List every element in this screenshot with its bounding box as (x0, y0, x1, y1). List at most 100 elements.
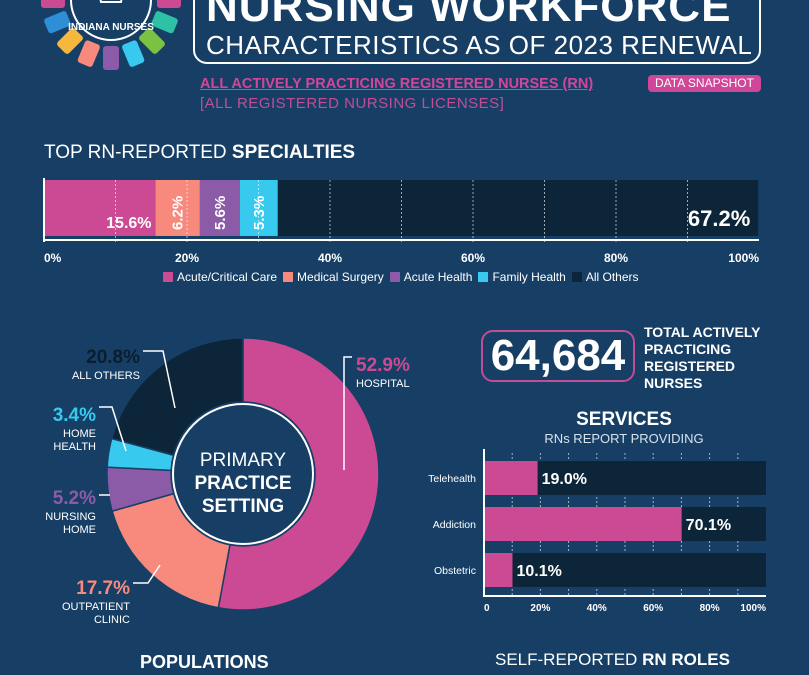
legend-swatch (283, 272, 294, 282)
page-subtitle: CHARACTERISTICS AS OF 2023 RENEWAL (206, 30, 753, 60)
donut-center-text: SETTING (202, 496, 284, 517)
title-box (193, 0, 761, 64)
services-subtitle: RNs REPORT PROVIDING (544, 431, 704, 446)
specialty-data-label: 15.6% (106, 215, 151, 232)
services-data-label: 70.1% (686, 517, 731, 534)
donut-leader-line (99, 406, 127, 452)
legend-label: Medical Surgery (297, 270, 384, 284)
total-rn-count: 64,684 (481, 330, 635, 382)
services-bar-track (484, 553, 766, 587)
total-label-line: NURSES (644, 375, 703, 391)
logo-petal (44, 11, 71, 34)
donut-value-label: 3.4% (53, 405, 96, 426)
donut-value-label: 20.8% (86, 347, 140, 368)
donut-category-label: HOME (63, 428, 96, 440)
services-tick-label: 60% (643, 603, 663, 614)
services-category-label: Addiction (433, 519, 476, 531)
donut-value-label: 5.2% (53, 488, 96, 509)
services-tick-label: 20% (530, 603, 550, 614)
services-data-label: 10.1% (516, 563, 561, 580)
specialty-tick-label: 60% (461, 251, 485, 265)
legend-item: Acute Health (389, 270, 473, 284)
services-bar (484, 553, 513, 587)
services-tick-label: 0 (484, 603, 490, 614)
services-tick-label: 40% (587, 603, 607, 614)
legend-label: Family Health (492, 270, 566, 284)
donut-slice (217, 337, 380, 611)
total-label-line: TOTAL ACTIVELY (644, 324, 761, 340)
data-snapshot-badge: DATA SNAPSHOT (648, 75, 761, 92)
donut-center-text: PRIMARY (200, 450, 287, 471)
logo-petal (103, 46, 119, 70)
specialties-legend: Acute/Critical Care Medical Surgery Acute … (163, 270, 645, 284)
logo-petal (77, 40, 100, 67)
specialty-tick-label: 40% (318, 251, 342, 265)
specialty-data-label: 6.2% (170, 196, 187, 230)
population-line: ALL ACTIVELY PRACTICING REGISTERED NURSE… (200, 76, 594, 92)
logo-petal (151, 11, 178, 34)
specialty-bar-segment (277, 180, 759, 236)
logo-text: INDIANA NURSES (68, 22, 154, 33)
specialties-chart: 15.6% 6.2% 5.6% 5.3% 67.2% 0% 20% 40% 60% 80% 100% (43, 178, 759, 265)
logo-petal (41, 0, 65, 8)
specialty-tick-label: 100% (728, 251, 759, 265)
specialties-title-prefix: TOP RN-REPORTED (44, 142, 232, 163)
donut-category-label: HOME (63, 524, 96, 536)
rn-roles-title-prefix: SELF-REPORTED (495, 650, 643, 669)
total-label-line: PRACTICING (644, 341, 732, 357)
specialty-tick-label: 20% (175, 251, 199, 265)
services-data-label: 19.0% (542, 471, 587, 488)
populations-title: POPULATIONS (140, 652, 269, 672)
page-title: NURSING WORKFORCE (206, 0, 732, 31)
donut-category-label: HOSPITAL (356, 378, 410, 390)
logo-petal (57, 28, 83, 54)
logo-petal (139, 28, 165, 54)
specialty-data-label: 67.2% (688, 206, 750, 231)
licenses-line: [ALL REGISTERED NURSING LICENSES] (200, 95, 505, 112)
specialty-tick-label: 80% (604, 251, 628, 265)
rn-roles-title: SELF-REPORTED RN ROLES (495, 650, 730, 670)
total-label-line: REGISTERED (644, 358, 736, 374)
legend-label: All Others (585, 270, 639, 284)
donut-leader-line (133, 564, 161, 584)
donut-slice (110, 337, 244, 457)
legend-item: Family Health (478, 270, 566, 284)
indiana-nurses-logo: INDIANA NURSES (41, 0, 181, 70)
logo-petal (157, 0, 181, 8)
legend-item: Medical Surgery (283, 270, 384, 284)
donut-category-label: ALL OTHERS (72, 370, 140, 382)
donut-category-label: OUTPATIENT (62, 601, 130, 613)
donut-center-text: PRACTICE (194, 473, 291, 494)
donut-category-label: CLINIC (94, 614, 130, 626)
specialty-data-label: 5.6% (212, 196, 229, 230)
specialty-tick-label: 0% (44, 251, 62, 265)
legend-label: Acute Health (403, 270, 473, 284)
legend-swatch (163, 272, 173, 282)
total-rn-label: TOTAL ACTIVELY PRACTICING REGISTERED NUR… (644, 324, 760, 392)
services-category-label: Telehealth (428, 473, 476, 485)
legend-item: All Others (571, 270, 639, 284)
services-bar (484, 507, 682, 541)
services-chart: 19.0% Telehealth 70.1% Addiction 10.1% Obstet… (428, 449, 766, 614)
specialties-title: TOP RN-REPORTED SPECIALTIES (44, 142, 355, 164)
services-title: SERVICES (576, 409, 672, 430)
services-bar (484, 461, 538, 495)
donut-category-label: NURSING (45, 511, 96, 523)
donut-center-ring (172, 403, 314, 545)
specialty-bar-segment (155, 180, 200, 236)
donut-leader-line (143, 350, 176, 409)
legend-label: Acute/Critical Care (177, 270, 278, 284)
services-category-label: Obstetric (434, 565, 476, 577)
specialty-bar-segment (44, 180, 156, 236)
legend-swatch (571, 272, 582, 282)
legend-swatch (389, 272, 400, 282)
legend-item: Acute/Critical Care (163, 270, 277, 284)
logo-petal (122, 40, 145, 67)
donut-value-label: 17.7% (76, 578, 130, 599)
specialty-bar-segment (199, 180, 240, 236)
specialty-data-label: 5.3% (251, 196, 268, 230)
legend-swatch (478, 272, 489, 282)
rn-roles-title-bold: RN ROLES (642, 650, 730, 669)
donut-value-label: 52.9% (356, 355, 410, 376)
